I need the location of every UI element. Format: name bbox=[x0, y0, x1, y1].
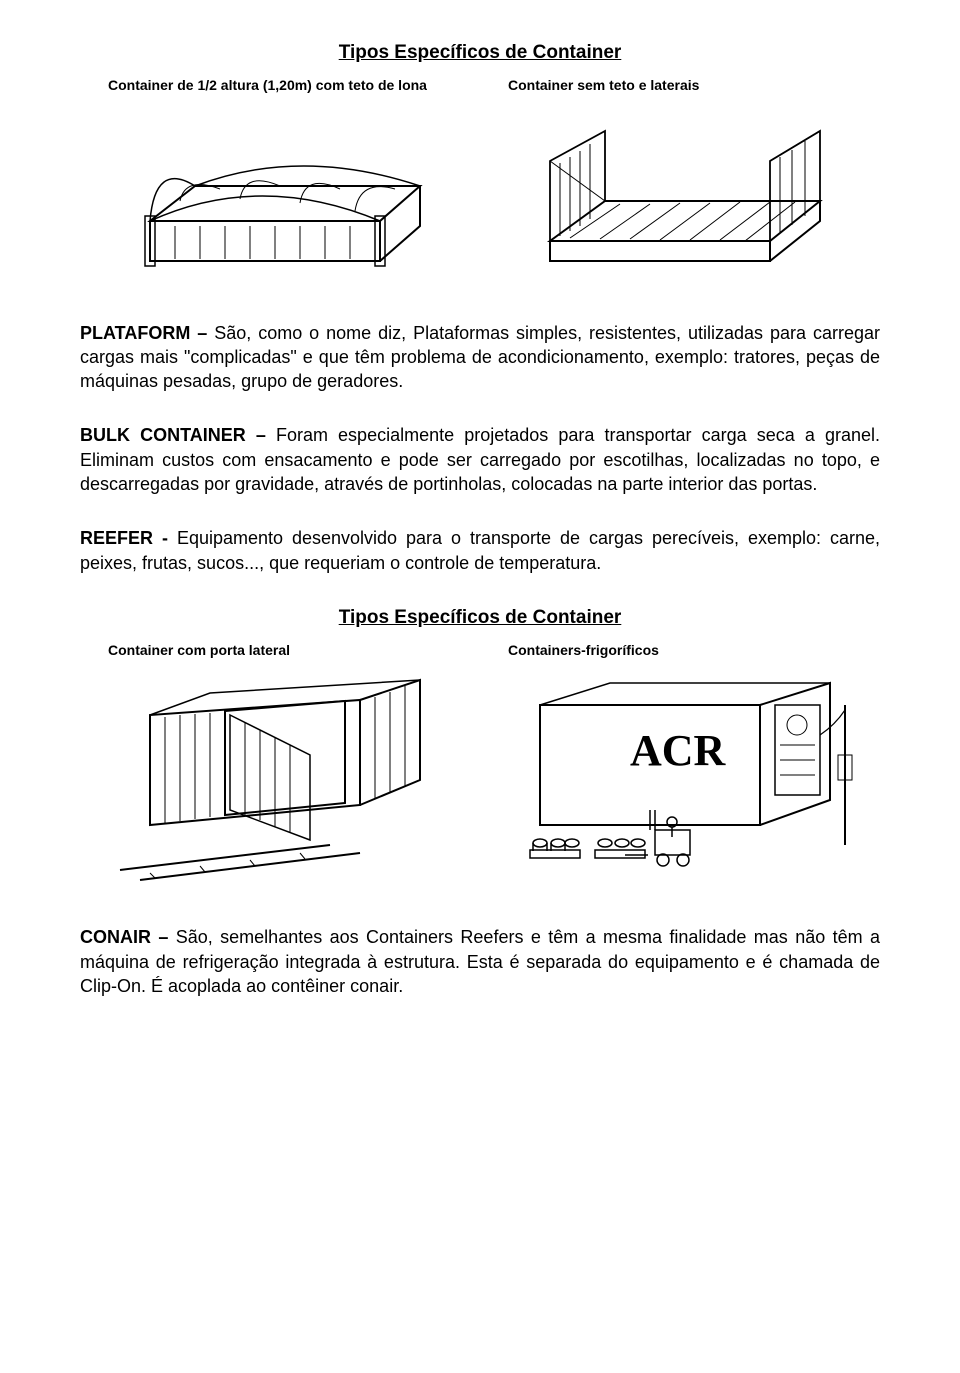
container-side-door-illustration bbox=[110, 665, 450, 885]
figure-caption-left-2: Container com porta lateral bbox=[88, 641, 472, 660]
figure-caption-right-2: Containers-frigoríficos bbox=[488, 641, 872, 660]
figure-caption-right-1: Container sem teto e laterais bbox=[488, 76, 872, 95]
paragraph-reefer: REEFER - Equipamento desenvolvido para o… bbox=[80, 526, 880, 575]
container-half-height-illustration bbox=[120, 101, 440, 281]
term-bulk: BULK CONTAINER – bbox=[80, 425, 276, 445]
section-heading-1: Tipos Específicos de Container bbox=[80, 40, 880, 66]
paragraph-plataform: PLATAFORM – São, como o nome diz, Plataf… bbox=[80, 321, 880, 394]
figure-row-1: Container de 1/2 altura (1,20m) com teto… bbox=[80, 76, 880, 281]
text-conair: São, semelhantes aos Containers Reefers … bbox=[80, 927, 880, 996]
term-reefer: REEFER - bbox=[80, 528, 177, 548]
container-open-flat-illustration bbox=[520, 101, 840, 281]
figure-left-1: Container de 1/2 altura (1,20m) com teto… bbox=[88, 76, 472, 281]
paragraph-conair: CONAIR – São, semelhantes aos Containers… bbox=[80, 925, 880, 998]
term-plataform: PLATAFORM – bbox=[80, 323, 214, 343]
container-reefer-illustration: ACR bbox=[500, 665, 860, 885]
section-heading-2: Tipos Específicos de Container bbox=[80, 605, 880, 631]
term-conair: CONAIR – bbox=[80, 927, 176, 947]
reefer-logo-text: ACR bbox=[630, 726, 727, 775]
figure-row-2: Container com porta lateral bbox=[80, 641, 880, 886]
figure-left-2: Container com porta lateral bbox=[88, 641, 472, 886]
figure-right-2: Containers-frigoríficos ACR bbox=[488, 641, 872, 886]
figure-caption-left-1: Container de 1/2 altura (1,20m) com teto… bbox=[88, 76, 472, 95]
paragraph-bulk: BULK CONTAINER – Foram especialmente pro… bbox=[80, 423, 880, 496]
text-reefer: Equipamento desenvolvido para o transpor… bbox=[80, 528, 880, 572]
figure-right-1: Container sem teto e laterais bbox=[488, 76, 872, 281]
